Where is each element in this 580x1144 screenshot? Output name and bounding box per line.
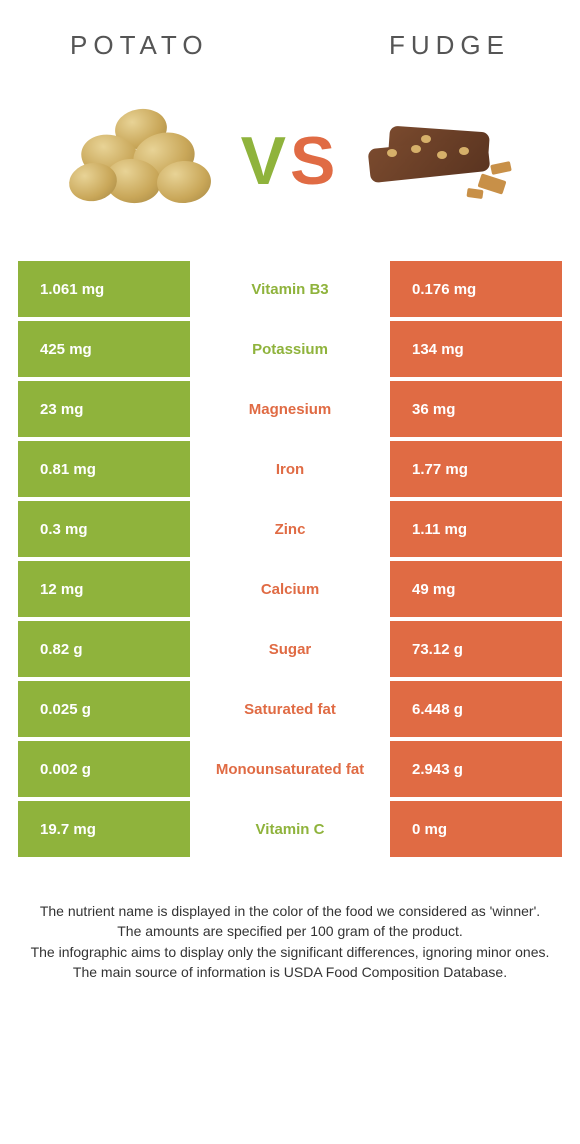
vs-v: V: [241, 123, 290, 199]
vs-label: VS: [241, 122, 340, 200]
right-food-title: FUDGE: [389, 30, 510, 61]
table-row: 19.7 mgVitamin C0 mg: [18, 801, 562, 857]
table-row: 0.025 gSaturated fat6.448 g: [18, 681, 562, 737]
footer-line: The nutrient name is displayed in the co…: [30, 901, 550, 921]
left-food-title: POTATO: [70, 30, 209, 61]
potato-image: [61, 101, 221, 221]
table-row: 0.82 gSugar73.12 g: [18, 621, 562, 677]
nutrient-label: Sugar: [190, 621, 390, 677]
left-value: 23 mg: [18, 381, 190, 437]
left-value: 1.061 mg: [18, 261, 190, 317]
right-value: 1.11 mg: [390, 501, 562, 557]
footer-line: The amounts are specified per 100 gram o…: [30, 921, 550, 941]
right-value: 73.12 g: [390, 621, 562, 677]
left-value: 0.82 g: [18, 621, 190, 677]
right-value: 2.943 g: [390, 741, 562, 797]
footer-line: The main source of information is USDA F…: [30, 962, 550, 982]
left-value: 425 mg: [18, 321, 190, 377]
right-value: 6.448 g: [390, 681, 562, 737]
left-value: 19.7 mg: [18, 801, 190, 857]
nutrient-label: Vitamin B3: [190, 261, 390, 317]
footer-line: The infographic aims to display only the…: [30, 942, 550, 962]
left-value: 0.025 g: [18, 681, 190, 737]
table-row: 0.002 gMonounsaturated fat2.943 g: [18, 741, 562, 797]
table-row: 0.3 mgZinc1.11 mg: [18, 501, 562, 557]
left-value: 0.002 g: [18, 741, 190, 797]
table-row: 425 mgPotassium134 mg: [18, 321, 562, 377]
right-value: 1.77 mg: [390, 441, 562, 497]
right-value: 49 mg: [390, 561, 562, 617]
right-value: 134 mg: [390, 321, 562, 377]
right-value: 0 mg: [390, 801, 562, 857]
fudge-image: [359, 101, 519, 221]
nutrient-label: Zinc: [190, 501, 390, 557]
nutrient-label: Saturated fat: [190, 681, 390, 737]
nutrient-label: Vitamin C: [190, 801, 390, 857]
comparison-table: 1.061 mgVitamin B30.176 mg425 mgPotassiu…: [18, 261, 562, 857]
nutrient-label: Calcium: [190, 561, 390, 617]
vs-s: S: [290, 123, 339, 199]
right-value: 36 mg: [390, 381, 562, 437]
footer-notes: The nutrient name is displayed in the co…: [0, 861, 580, 982]
table-row: 0.81 mgIron1.77 mg: [18, 441, 562, 497]
nutrient-label: Potassium: [190, 321, 390, 377]
nutrient-label: Iron: [190, 441, 390, 497]
left-value: 12 mg: [18, 561, 190, 617]
table-row: 12 mgCalcium49 mg: [18, 561, 562, 617]
left-value: 0.3 mg: [18, 501, 190, 557]
left-value: 0.81 mg: [18, 441, 190, 497]
vs-area: VS: [0, 71, 580, 261]
nutrient-label: Monounsaturated fat: [190, 741, 390, 797]
nutrient-label: Magnesium: [190, 381, 390, 437]
table-row: 1.061 mgVitamin B30.176 mg: [18, 261, 562, 317]
table-row: 23 mgMagnesium36 mg: [18, 381, 562, 437]
title-row: POTATO FUDGE: [0, 0, 580, 71]
right-value: 0.176 mg: [390, 261, 562, 317]
